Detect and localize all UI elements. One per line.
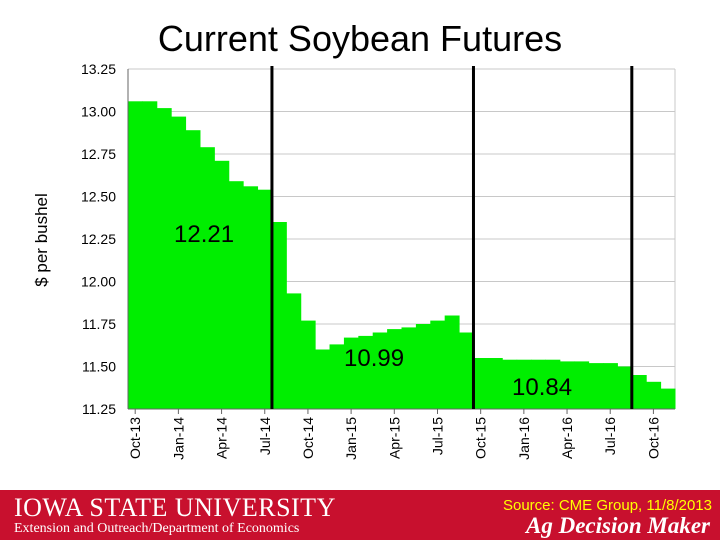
soybean-futures-chart: 11.25 11.50 11.75 12.00 12.25 12.50 12.75 13.00… (32, 61, 676, 460)
bar (631, 375, 647, 409)
bar (487, 358, 503, 409)
x-tick-label: Oct-14 (300, 417, 316, 459)
y-tick-label: 12.00 (81, 274, 116, 290)
bar (128, 101, 143, 410)
y-tick-label: 12.75 (81, 146, 116, 162)
bar (459, 332, 474, 409)
bar (315, 349, 331, 409)
footer-bar (0, 490, 720, 540)
bar (531, 359, 546, 409)
bar (646, 381, 662, 409)
bar (574, 361, 590, 409)
bar (358, 335, 374, 409)
y-axis-label: $ per bushel (32, 193, 51, 287)
y-axis-ticks: 11.25 11.50 11.75 12.00 12.25 12.50 12.75 13.00… (81, 61, 116, 417)
bar-series (127, 69, 676, 410)
x-tick-label: Oct-15 (473, 417, 489, 459)
bar (257, 189, 273, 409)
bar (343, 337, 359, 409)
bar (473, 358, 489, 409)
brand-text: Ag Decision Maker (526, 513, 710, 538)
x-tick-label: Apr-16 (559, 417, 575, 459)
bar (286, 293, 302, 409)
x-axis-ticks: Oct-13 Jan-14 Apr-14 Jul-14 Oct-14 Jan-15 Apr-… (127, 409, 661, 460)
x-tick-label: Oct-16 (645, 417, 661, 459)
bar (387, 329, 402, 409)
source-text: Source: CME Group, 11/8/2013 (502, 497, 712, 514)
x-tick-label: Jan-14 (170, 417, 186, 460)
bar (271, 222, 287, 409)
bar (156, 108, 172, 409)
bar (444, 315, 460, 409)
x-tick-label: Jul-14 (257, 417, 273, 455)
x-tick-label: Jan-15 (343, 417, 359, 460)
bar (185, 130, 201, 409)
bar (171, 116, 187, 409)
y-tick-label: 13.00 (81, 104, 116, 120)
bar (142, 101, 158, 410)
bar (516, 359, 532, 409)
bar (559, 361, 575, 409)
chart-title: Current Soybean Futures (157, 18, 563, 59)
bar (243, 186, 259, 409)
bar (502, 359, 518, 409)
bar (228, 181, 244, 409)
bar (300, 320, 316, 409)
annotation-label: 12.21 (174, 221, 234, 248)
bar (214, 160, 230, 409)
x-tick-label: Oct-13 (127, 417, 143, 459)
x-tick-label: Jul-16 (602, 417, 618, 455)
y-tick-label: 11.25 (82, 401, 116, 417)
annotation-label: 10.84 (512, 374, 572, 401)
contract-dividers (270, 66, 634, 409)
university-logo-text: IOWA STATE UNIVERSITY (14, 493, 336, 522)
bar (415, 324, 431, 409)
bar (545, 359, 561, 409)
bar (660, 388, 676, 409)
y-tick-label: 12.25 (81, 231, 116, 247)
x-tick-label: Jan-16 (516, 417, 532, 460)
x-tick-label: Jul-15 (429, 417, 445, 455)
bar (372, 332, 388, 409)
y-tick-label: 12.50 (81, 189, 116, 205)
bar (199, 147, 215, 409)
x-tick-label: Apr-15 (386, 417, 402, 459)
y-tick-label: 11.50 (82, 359, 116, 375)
annotation-label: 10.99 (344, 345, 404, 372)
y-tick-label: 13.25 (81, 61, 116, 77)
y-tick-label: 11.75 (82, 316, 116, 332)
bar (430, 320, 446, 409)
bar (329, 344, 345, 409)
bar (617, 366, 633, 409)
bar (401, 327, 417, 409)
bar (588, 363, 604, 409)
department-text: Extension and Outreach/Department of Eco… (14, 521, 300, 536)
bar (603, 363, 618, 409)
x-tick-label: Apr-14 (214, 417, 230, 459)
